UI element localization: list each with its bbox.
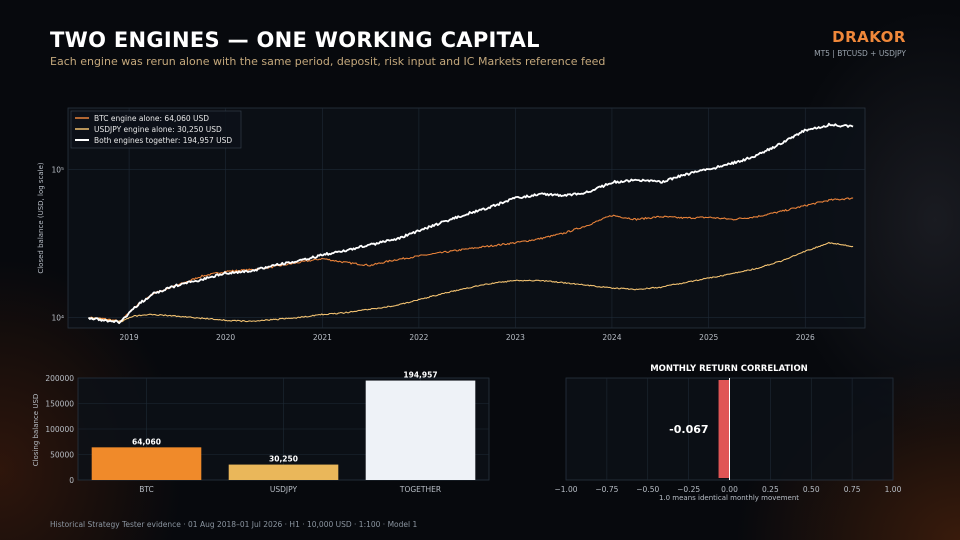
x-tick-label: 2021 [313,333,332,342]
bar-category-label: BTC [139,485,154,494]
bar-together [365,380,476,480]
x-tick-label: 2023 [506,333,525,342]
bar-chart-bars: 64,060 BTC 30,250 USDJPY 194,957 TOGETHER [91,371,476,494]
page-title: TWO ENGINES — ONE WORKING CAPITAL [50,28,540,52]
bar-usdjpy [228,464,339,480]
footer-note: Historical Strategy Tester evidence · 01… [50,520,418,529]
legend-label-usdjpy: USDJPY engine alone: 30,250 USD [94,125,222,134]
corr-x-tick-label: −1.00 [555,485,578,494]
corr-x-tick-label: −0.25 [677,485,700,494]
bar-y-tick-label: 0 [69,476,74,485]
bar-category-label: TOGETHER [399,485,441,494]
page-subtitle: Each engine was rerun alone with the sam… [50,55,606,68]
bar-y-tick-label: 200000 [45,374,74,383]
legend-box [70,110,242,149]
correlation-chart: MONTHLY RETURN CORRELATION −1.00 −0.75 −0.… [555,364,902,502]
correlation-x-ticks: −1.00 −0.75 −0.50 −0.25 0.00 0.25 0.50 0.75 1.00 [555,485,902,494]
bar-value-label: 64,060 [132,437,161,446]
correlation-bars: -0.067 [669,378,730,480]
legend-label-together: Both engines together: 194,957 USD [94,136,232,145]
corr-x-tick-label: 0.25 [762,485,779,494]
bar-y-tick-label: 50000 [50,451,74,460]
corr-x-tick-label: 0.75 [844,485,861,494]
series-line-together [87,122,854,325]
series-line-usdjpy [88,241,854,323]
bar-category-label: USDJPY [270,485,298,494]
x-tick-label: 2026 [796,333,815,342]
bar-value-label: 194,957 [403,371,437,380]
bar-y-tick-label: 150000 [45,400,74,409]
line-chart-series [87,122,854,325]
correlation-value-label: -0.067 [669,423,708,436]
line-chart: 2019 2020 2021 2022 2023 2024 2025 2026 10⁴10⁵ … [37,107,866,342]
corr-x-tick-label: 0.00 [721,485,738,494]
bar-chart-y-ticks: 0 50000 100000 150000 200000 [45,374,74,485]
bar-btc [91,447,202,480]
brand-subtitle: MT5 | BTCUSD + USDJPY [814,49,906,58]
bar-chart: 0 50000 100000 150000 200000 Closing balance… [32,371,490,494]
corr-x-tick-label: −0.50 [636,485,659,494]
corr-x-tick-label: −0.75 [595,485,618,494]
x-tick-label: 2025 [699,333,718,342]
x-tick-label: 2020 [216,333,235,342]
x-tick-label: 2019 [120,333,139,342]
x-tick-label: 2024 [602,333,621,342]
line-chart-y-ticks: 10⁴ 10⁵ [51,165,64,322]
correlation-bar [718,380,730,478]
x-tick-label: 2022 [409,333,428,342]
legend-label-btc: BTC engine alone: 64,060 USD [94,114,209,123]
correlation-title: MONTHLY RETURN CORRELATION [650,364,808,374]
bar-chart-y-axis-label: Closing balance USD [32,394,40,467]
line-chart-y-axis-label: Closed balance (USD, log scale) [37,162,45,274]
line-chart-x-ticks: 2019 2020 2021 2022 2023 2024 2025 2026 [120,333,815,342]
corr-x-tick-label: 1.00 [885,485,902,494]
y-tick-label: 10⁴ [51,314,64,323]
bar-value-label: 30,250 [269,455,298,464]
series-line-btc [88,197,854,323]
corr-x-tick-label: 0.50 [803,485,820,494]
y-tick-label: 10⁵ [51,165,64,174]
bar-y-tick-label: 100000 [45,425,74,434]
line-chart-legend: BTC engine alone: 64,060 USD USDJPY engi… [70,110,242,149]
correlation-x-axis-label: 1.0 means identical monthly movement [659,494,799,502]
brand-logo: DRAKOR [832,28,906,46]
